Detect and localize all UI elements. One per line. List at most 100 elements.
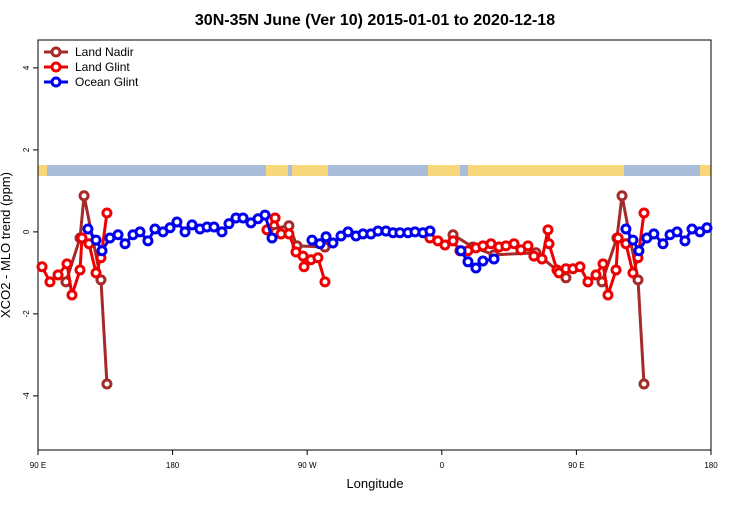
- data-point: [462, 256, 474, 268]
- data-point: [612, 232, 624, 244]
- data-point: [171, 216, 183, 228]
- data-point: [142, 235, 154, 247]
- data-point: [638, 378, 650, 390]
- data-point: [701, 222, 713, 234]
- data-point: [95, 274, 107, 286]
- data-point: [208, 221, 220, 233]
- plot-frame: [37, 39, 712, 451]
- data-point: [312, 252, 324, 264]
- data-point: [269, 212, 281, 224]
- data-point: [602, 289, 614, 301]
- data-point: [488, 253, 500, 265]
- data-point: [439, 239, 451, 251]
- x-tick-label: 180: [166, 461, 180, 470]
- legend-marker: [50, 61, 62, 73]
- data-point: [112, 229, 124, 241]
- data-point: [90, 267, 102, 279]
- land-patch: [292, 165, 328, 176]
- data-point: [314, 238, 326, 250]
- data-point: [36, 261, 48, 273]
- land-patch: [266, 165, 288, 176]
- y-tick-label: -4: [22, 392, 31, 400]
- data-point: [52, 269, 64, 281]
- data-point: [424, 225, 436, 237]
- legend-label: Land Nadir: [75, 45, 134, 59]
- data-point: [620, 223, 632, 235]
- land-patch: [428, 165, 460, 176]
- data-point: [574, 261, 586, 273]
- data-point: [522, 240, 534, 252]
- data-point: [671, 226, 683, 238]
- data-point: [536, 253, 548, 265]
- data-point: [657, 238, 669, 250]
- data-point: [508, 238, 520, 250]
- legend-marker: [50, 46, 62, 58]
- data-point: [597, 258, 609, 270]
- data-point: [590, 269, 602, 281]
- data-point: [119, 238, 131, 250]
- data-point: [78, 190, 90, 202]
- data-point: [186, 219, 198, 231]
- data-point: [542, 224, 554, 236]
- series: [82, 209, 713, 274]
- series: [36, 207, 650, 301]
- data-point: [164, 222, 176, 234]
- data-point: [82, 223, 94, 235]
- data-point: [101, 378, 113, 390]
- land-patch: [700, 165, 711, 176]
- data-point: [96, 245, 108, 257]
- map-strip: [38, 165, 711, 176]
- data-point: [342, 226, 354, 238]
- data-point: [44, 276, 56, 288]
- data-point: [632, 274, 644, 286]
- data-point: [455, 245, 467, 257]
- data-point: [223, 218, 235, 230]
- data-point: [266, 232, 278, 244]
- data-point: [327, 237, 339, 249]
- ocean-band: [38, 165, 711, 176]
- land-patch: [468, 165, 624, 176]
- data-point: [447, 235, 459, 247]
- legend-label: Land Glint: [75, 60, 130, 74]
- data-point: [237, 212, 249, 224]
- data-point: [61, 258, 73, 270]
- y-axis-label: XCO2 - MLO trend (ppm): [0, 172, 13, 318]
- data-point: [179, 226, 191, 238]
- data-point: [259, 209, 271, 221]
- chart-title: 30N-35N June (Ver 10) 2015-01-01 to 2020…: [195, 12, 555, 29]
- data-point: [134, 226, 146, 238]
- data-point: [74, 264, 86, 276]
- data-point: [90, 234, 102, 246]
- data-point: [627, 234, 639, 246]
- y-tick-label: 4: [22, 65, 31, 70]
- y-tick-label: 2: [22, 147, 31, 152]
- data-point: [283, 228, 295, 240]
- land-patch: [38, 165, 47, 176]
- x-axis-label: Longitude: [346, 476, 403, 491]
- data-point: [66, 289, 78, 301]
- data-point: [582, 276, 594, 288]
- x-tick-label: 90 E: [30, 461, 46, 470]
- data-point: [648, 228, 660, 240]
- data-point: [610, 264, 622, 276]
- data-point: [633, 245, 645, 257]
- data-point: [638, 207, 650, 219]
- data-point: [320, 231, 332, 243]
- legend-marker: [50, 76, 62, 88]
- data-point: [101, 207, 113, 219]
- data-point: [319, 276, 331, 288]
- data-point: [627, 267, 639, 279]
- data-point: [470, 262, 482, 274]
- x-tick-label: 180: [704, 461, 718, 470]
- y-tick-label: -2: [22, 310, 31, 318]
- data-point: [216, 226, 228, 238]
- legend-label: Ocean Glint: [75, 75, 139, 89]
- x-tick-label: 90 W: [298, 461, 317, 470]
- data-point: [298, 261, 310, 273]
- x-tick-label: 0: [440, 461, 445, 470]
- data-point: [76, 232, 88, 244]
